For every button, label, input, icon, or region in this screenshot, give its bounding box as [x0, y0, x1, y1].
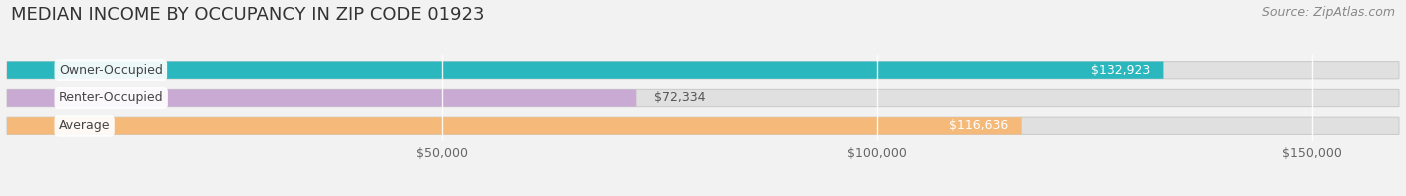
Text: Renter-Occupied: Renter-Occupied: [59, 92, 163, 104]
FancyBboxPatch shape: [7, 117, 1022, 134]
FancyBboxPatch shape: [7, 62, 1399, 79]
FancyBboxPatch shape: [7, 62, 1163, 79]
Text: $116,636: $116,636: [949, 119, 1008, 132]
Text: Owner-Occupied: Owner-Occupied: [59, 64, 163, 77]
Text: Average: Average: [59, 119, 111, 132]
Text: Source: ZipAtlas.com: Source: ZipAtlas.com: [1261, 6, 1395, 19]
FancyBboxPatch shape: [7, 117, 1399, 134]
Text: $132,923: $132,923: [1091, 64, 1150, 77]
FancyBboxPatch shape: [7, 89, 1399, 107]
Text: $72,334: $72,334: [654, 92, 706, 104]
Text: MEDIAN INCOME BY OCCUPANCY IN ZIP CODE 01923: MEDIAN INCOME BY OCCUPANCY IN ZIP CODE 0…: [11, 6, 485, 24]
FancyBboxPatch shape: [7, 89, 637, 107]
